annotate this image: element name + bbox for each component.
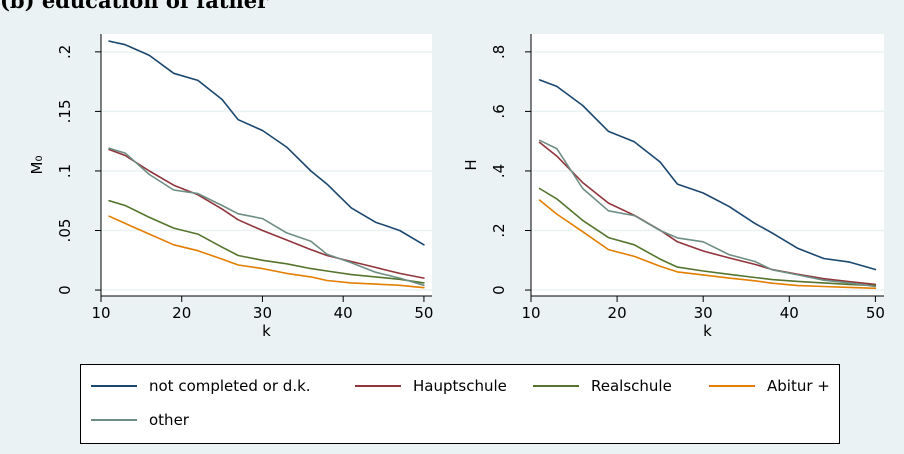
x-axis-label-m0: k — [262, 322, 271, 340]
panel-m0: 0 .05 .1 .15 .2 10 20 30 40 50 k M₀ — [28, 34, 433, 340]
x-tick-label-m0-2: 30 — [253, 304, 272, 322]
series-line-h-not-completed — [538, 79, 877, 271]
y-axis-label-m0: M₀ — [28, 156, 46, 175]
x-tick-label-h-1: 20 — [608, 304, 627, 322]
y-axis-label-h: H — [462, 159, 480, 170]
legend-swatch-hauptschule — [355, 385, 401, 387]
legend-swatch-abitur — [709, 385, 755, 387]
y-tick-label-h-0: 0 — [490, 285, 508, 295]
series-line-h-other — [538, 139, 877, 288]
legend-swatch-other — [91, 419, 137, 421]
x-tick-label-m0-0: 10 — [91, 304, 110, 322]
legend-swatch-realschule — [533, 385, 579, 387]
legend-item-not-completed: not completed or d.k. — [91, 375, 311, 397]
x-tick-label-m0-4: 50 — [414, 304, 433, 322]
legend-swatch-not-completed — [91, 385, 137, 387]
x-tick-label-h-2: 30 — [694, 304, 713, 322]
y-tick-label-m0-2: .1 — [56, 164, 74, 178]
legend-item-abitur: Abitur + — [709, 375, 830, 397]
y-tick-label-h-1: .2 — [490, 223, 508, 237]
legend-label-other: other — [149, 411, 189, 429]
y-tick-label-h-4: .8 — [490, 45, 508, 59]
y-tick-label-m0-1: .05 — [56, 219, 74, 243]
x-tick-label-h-0: 10 — [521, 304, 540, 322]
legend-item-hauptschule: Hauptschule — [355, 375, 507, 397]
x-tick-label-m0-1: 20 — [172, 304, 191, 322]
y-tick-label-m0-0: 0 — [56, 285, 74, 295]
legend-label-hauptschule: Hauptschule — [413, 377, 507, 395]
plot-area-m0 — [101, 34, 432, 296]
x-tick-label-h-4: 50 — [866, 304, 885, 322]
legend-item-other: other — [91, 409, 189, 431]
series-line-m0-realschule — [108, 199, 425, 284]
x-tick-label-h-3: 40 — [780, 304, 799, 322]
series-line-h-hauptschule — [538, 141, 877, 286]
x-axis-label-h: k — [703, 322, 712, 340]
plot-area-h — [531, 34, 884, 296]
legend: not completed or d.k. Hauptschule Realsc… — [80, 364, 840, 444]
figure-heading: (b) education of father — [0, 0, 269, 13]
series-line-m0-hauptschule — [108, 148, 425, 279]
y-tick-label-h-3: .6 — [490, 104, 508, 118]
series-line-m0-other — [108, 147, 425, 287]
y-tick-label-m0-4: .2 — [56, 45, 74, 59]
y-tick-label-h-2: .4 — [490, 164, 508, 178]
legend-label-abitur: Abitur + — [767, 377, 830, 395]
series-line-h-abitur — [538, 199, 877, 290]
y-tick-label-m0-3: .15 — [56, 99, 74, 123]
series-line-h-realschule — [538, 187, 877, 287]
legend-label-not-completed: not completed or d.k. — [149, 377, 311, 395]
series-line-m0-abitur — [108, 215, 425, 289]
legend-label-realschule: Realschule — [591, 377, 672, 395]
legend-item-realschule: Realschule — [533, 375, 672, 397]
panel-h: 0 .2 .4 .6 .8 10 20 30 40 50 k H — [462, 34, 885, 340]
x-tick-label-m0-3: 40 — [334, 304, 353, 322]
series-line-m0-not-completed — [108, 40, 425, 246]
